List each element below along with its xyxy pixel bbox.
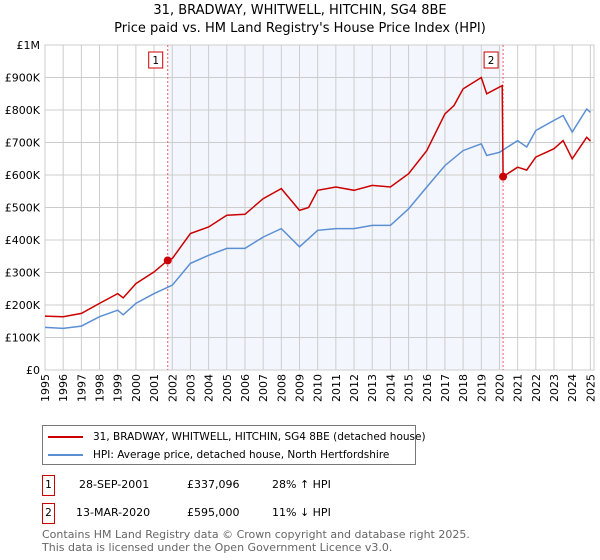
legend-item-hpi: HPI: Average price, detached house, Nort… bbox=[43, 446, 389, 463]
y-tick-label: £700K bbox=[5, 137, 41, 150]
x-tick-label: 2004 bbox=[203, 374, 216, 402]
plot-border bbox=[44, 44, 595, 371]
series-line bbox=[44, 76, 591, 318]
x-tick-label: 2024 bbox=[566, 374, 579, 402]
legend-label: 31, BRADWAY, WHITWELL, HITCHIN, SG4 8BE … bbox=[93, 430, 426, 443]
legend-item-property: 31, BRADWAY, WHITWELL, HITCHIN, SG4 8BE … bbox=[43, 428, 426, 445]
x-tick-label: 2022 bbox=[530, 374, 543, 402]
y-tick-label: £300K bbox=[5, 267, 41, 280]
x-tick-label: 2012 bbox=[348, 374, 361, 402]
sale-marker-label: 2 bbox=[488, 55, 495, 67]
x-tick-label: 2002 bbox=[166, 374, 179, 402]
x-tick-label: 2001 bbox=[148, 374, 161, 402]
x-tick-label: 2008 bbox=[275, 374, 288, 402]
x-tick-label: 2018 bbox=[457, 374, 470, 402]
sale-point bbox=[163, 256, 172, 265]
x-tick-label: 2006 bbox=[239, 374, 252, 402]
x-tick-label: 2020 bbox=[493, 374, 506, 402]
sale-date: 13-MAR-2020 bbox=[76, 506, 151, 519]
table-row: 2 13-MAR-2020 £595,000 11% ↓ HPI bbox=[42, 503, 582, 524]
x-tick-label: 2000 bbox=[130, 374, 143, 402]
sale-marker-box bbox=[148, 51, 164, 69]
y-tick-label: £800K bbox=[5, 104, 41, 117]
x-tick-label: 2023 bbox=[548, 374, 561, 402]
price-chart: £0 £100K £200K £300K £400K £500K £600K £700K £80… bbox=[5, 39, 598, 402]
x-tick-label: 1999 bbox=[112, 374, 125, 402]
footer-line: This data is licensed under the Open Gov… bbox=[42, 541, 393, 554]
sale-hpi-diff: 11% ↓ HPI bbox=[272, 506, 331, 519]
legend: 31, BRADWAY, WHITWELL, HITCHIN, SG4 8BE … bbox=[42, 425, 426, 465]
footer-line: Contains HM Land Registry data © Crown c… bbox=[42, 528, 470, 541]
x-tick-label: 2016 bbox=[421, 374, 434, 402]
y-tick-label: £500K bbox=[5, 202, 41, 215]
x-tick-label: 1995 bbox=[39, 374, 52, 402]
legend-swatch-blue bbox=[48, 453, 83, 456]
x-tick-label: 2019 bbox=[475, 374, 488, 402]
y-tick-label: £0 bbox=[26, 364, 40, 377]
table-row: 1 28-SEP-2001 £337,096 28% ↑ HPI bbox=[42, 475, 582, 496]
sale-point bbox=[499, 172, 508, 181]
sale-price: £595,000 bbox=[187, 506, 240, 519]
x-tick-label: 2021 bbox=[512, 374, 525, 402]
x-tick-label: 1996 bbox=[57, 374, 70, 402]
footer: Contains HM Land Registry data © Crown c… bbox=[42, 528, 470, 554]
sale-date: 28-SEP-2001 bbox=[79, 478, 150, 491]
sale-price: £337,096 bbox=[187, 478, 240, 491]
x-tick-label: 2009 bbox=[294, 374, 307, 402]
x-tick-label: 2017 bbox=[439, 374, 452, 402]
x-tick-label: 2014 bbox=[384, 374, 397, 402]
x-tick-label: 2007 bbox=[257, 374, 270, 402]
sale-marker-label: 1 bbox=[152, 55, 159, 67]
sale-marker-badge: 2 bbox=[42, 503, 55, 524]
y-tick-label: £200K bbox=[5, 299, 41, 312]
x-tick-label: 2015 bbox=[403, 374, 416, 402]
x-tick-label: 2003 bbox=[184, 374, 197, 402]
sale-marker-box bbox=[483, 51, 499, 69]
y-tick-label: £600K bbox=[5, 169, 41, 182]
x-tick-label: 2013 bbox=[366, 374, 379, 402]
x-tick-label: 2005 bbox=[221, 374, 234, 402]
x-tick-label: 2011 bbox=[330, 374, 343, 402]
x-tick-label: 2025 bbox=[584, 374, 597, 402]
y-tick-label: £1M bbox=[17, 39, 41, 52]
y-tick-label: £900K bbox=[5, 72, 41, 85]
legend-swatch-red bbox=[48, 435, 83, 438]
sale-marker-badge: 1 bbox=[42, 475, 55, 496]
series-line bbox=[44, 107, 591, 330]
chart-title: 31, BRADWAY, WHITWELL, HITCHIN, SG4 8BE bbox=[153, 3, 447, 18]
sale-hpi-diff: 28% ↑ HPI bbox=[272, 478, 331, 491]
y-tick-label: £100K bbox=[5, 332, 41, 345]
y-tick-label: £400K bbox=[5, 234, 41, 247]
x-tick-label: 1997 bbox=[75, 374, 88, 402]
legend-label: HPI: Average price, detached house, Nort… bbox=[93, 448, 390, 461]
chart-subtitle: Price paid vs. HM Land Registry's House … bbox=[114, 21, 486, 36]
x-tick-label: 1998 bbox=[94, 374, 107, 402]
x-tick-label: 2010 bbox=[312, 374, 325, 402]
